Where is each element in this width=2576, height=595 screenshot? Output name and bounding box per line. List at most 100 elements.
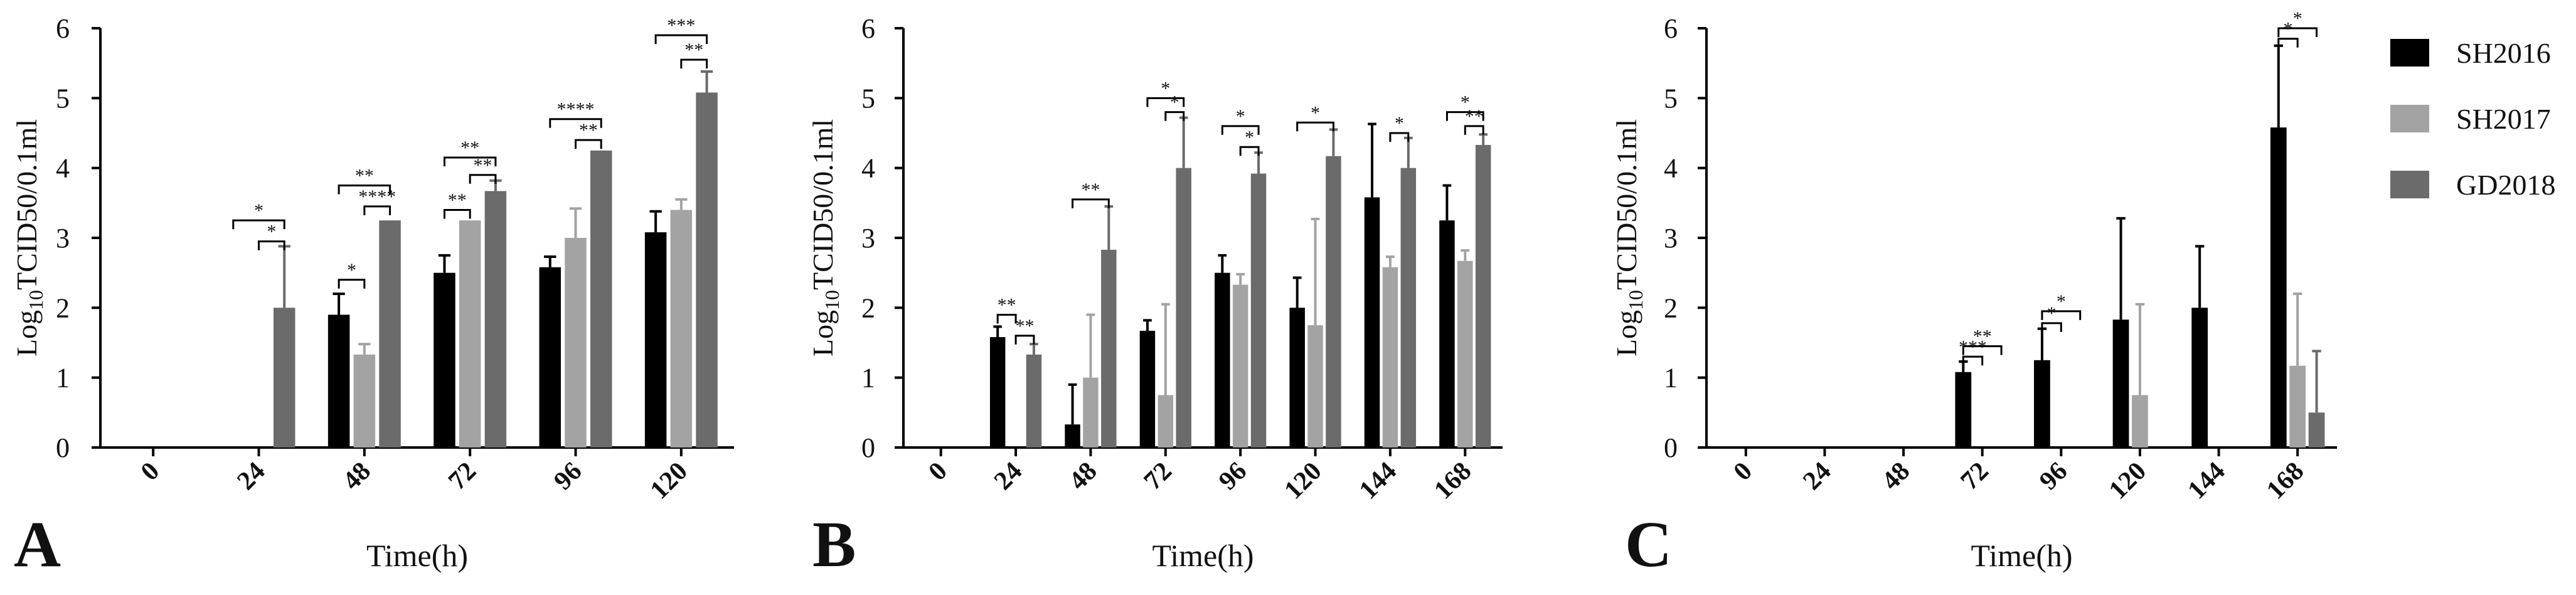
panel-c-significance-bracket bbox=[2277, 38, 2299, 48]
panel-c-x-axis-title: Time(h) bbox=[1971, 538, 2072, 573]
panel-b-significance-label: * bbox=[1245, 127, 1254, 147]
panel-c-ytick-label: 4 bbox=[1664, 153, 1678, 184]
panel-c-xtick-label: 0 bbox=[1728, 457, 1758, 486]
panel-b-bar-gd2018 bbox=[1250, 173, 1267, 448]
panel-c-significance-bracket bbox=[1962, 355, 1984, 366]
panel-c-y-axis-title-main: Log bbox=[1610, 310, 1642, 356]
panel-b-xtick-label: 24 bbox=[989, 457, 1028, 496]
panel-a-significance-label: * bbox=[254, 200, 263, 221]
panel-a-significance-bracket bbox=[338, 185, 391, 195]
panel-c-bar-sh2016 bbox=[2270, 127, 2287, 448]
panel-a-bar-sh2017 bbox=[459, 220, 481, 448]
legend-swatch-gd2018 bbox=[2390, 171, 2429, 198]
panel-b-bar-sh2017 bbox=[1232, 284, 1248, 448]
panel-b-ytick-label: 4 bbox=[861, 153, 875, 184]
panel-a-significance-label: **** bbox=[557, 99, 595, 120]
panel-b-bar-gd2018 bbox=[1101, 249, 1117, 448]
panel-b-bar-sh2017 bbox=[1307, 325, 1323, 448]
panel-b-xtick-label: 96 bbox=[1213, 457, 1252, 496]
panel-a-significance-label: * bbox=[347, 260, 356, 281]
panel-a-ytick-label: 6 bbox=[56, 13, 70, 44]
panel-b-bar-sh2017 bbox=[1083, 377, 1099, 448]
panel-b-xtick-label: 0 bbox=[923, 457, 952, 486]
legend-label-gd2018: GD2018 bbox=[2456, 169, 2555, 201]
panel-a-x-axis-title: Time(h) bbox=[366, 538, 468, 573]
panel-a-letter: A bbox=[14, 508, 61, 581]
panel-a-significance-bracket bbox=[363, 205, 391, 215]
panel-b-xtick-label: 168 bbox=[1429, 457, 1477, 505]
panel-a-significance-bracket bbox=[549, 118, 602, 128]
panel-a-ytick-label: 0 bbox=[56, 432, 70, 463]
panel-c-xtick-label: 72 bbox=[1956, 457, 1994, 496]
panel-b-bar-sh2016 bbox=[1065, 424, 1080, 448]
panel-a-xtick-label: 72 bbox=[443, 457, 482, 496]
panel-c-bar-sh2016 bbox=[2191, 308, 2208, 448]
panel-b-bar-sh2017 bbox=[1158, 395, 1174, 448]
panel-b-bar-sh2016 bbox=[989, 337, 1006, 448]
panel-a-significance-bracket bbox=[575, 139, 602, 149]
panel-c-xtick-label: 48 bbox=[1876, 457, 1915, 496]
legend-swatch-sh2017 bbox=[2390, 105, 2429, 132]
panel-b-ytick-label: 6 bbox=[861, 13, 875, 44]
panel-a-significance-label: ** bbox=[460, 137, 479, 158]
panel-b-xtick-label: 48 bbox=[1063, 457, 1102, 496]
panel-b-x-axis-title: Time(h) bbox=[1152, 538, 1253, 573]
panel-b-significance-label: * bbox=[1170, 92, 1179, 113]
panel-a-ytick-label: 1 bbox=[56, 363, 70, 394]
panel-c-bar-sh2016 bbox=[1955, 372, 1972, 448]
panel-a-bar-sh2016 bbox=[644, 232, 667, 448]
panel-a-bar-sh2017 bbox=[670, 210, 693, 448]
panel-b-significance-label: * bbox=[1161, 78, 1170, 99]
panel-a-significance-bracket bbox=[469, 174, 497, 184]
legend-swatch-sh2016 bbox=[2390, 39, 2429, 67]
panel-c-significance-label: * bbox=[2057, 291, 2066, 312]
panel-a-significance-label: ** bbox=[684, 40, 703, 60]
panel-b-significance-bracket bbox=[1296, 121, 1334, 132]
panel-b-significance-label: ** bbox=[1081, 180, 1100, 200]
panel-c-ytick-label: 5 bbox=[1664, 83, 1678, 114]
panel-a-significance-bracket bbox=[654, 34, 708, 45]
panel-a-significance-bracket bbox=[680, 58, 708, 69]
panel-c-significance-bracket bbox=[2041, 310, 2082, 320]
panel-a-xtick-label: 0 bbox=[136, 457, 165, 486]
panel-a-significance-label: ** bbox=[448, 190, 467, 210]
panel-b-letter: B bbox=[812, 508, 856, 581]
panel-b-significance-bracket bbox=[1164, 111, 1185, 121]
panel-b-significance-label: ** bbox=[1465, 106, 1484, 127]
panel-a-y-axis-title-rest: TCID50/0.1ml bbox=[11, 119, 43, 290]
panel-b-xtick-label: 72 bbox=[1139, 457, 1178, 496]
panel-b-significance-bracket bbox=[1239, 146, 1260, 156]
panel-a-bar-sh2016 bbox=[539, 267, 562, 448]
panel-c-xtick-label: 96 bbox=[2034, 457, 2073, 496]
panel-c-bar-sh2017 bbox=[2132, 395, 2148, 448]
panel-a-ytick-label: 4 bbox=[56, 153, 70, 184]
panel-b-ytick-label: 3 bbox=[861, 223, 875, 254]
panel-a-significance-label: * bbox=[267, 222, 276, 242]
panel-b-ytick-label: 5 bbox=[861, 83, 875, 114]
panel-b-significance-bracket bbox=[1146, 97, 1185, 107]
panel-a-significance-label: ** bbox=[474, 155, 492, 176]
panel-a-significance-label: *** bbox=[667, 15, 695, 36]
panel-a-bar-gd2018 bbox=[484, 191, 507, 448]
panel-b-bar-gd2018 bbox=[1176, 168, 1191, 448]
panel-a-bar-gd2018 bbox=[379, 220, 401, 448]
panel-c-significance-label: * bbox=[2047, 303, 2057, 324]
panel-b-y-axis-title: Log10TCID50/0.1ml bbox=[807, 119, 843, 356]
panel-a-xtick-label: 120 bbox=[645, 457, 693, 505]
panel-b-y-axis-title-sub: 10 bbox=[821, 290, 843, 310]
panel-a-y-axis-title: Log10TCID50/0.1ml bbox=[11, 119, 47, 356]
panel-c-letter: C bbox=[1625, 508, 1672, 581]
panel-a-significance-bracket bbox=[232, 219, 285, 230]
panel-c-ytick-label: 1 bbox=[1664, 363, 1678, 394]
panel-c-ytick-label: 3 bbox=[1664, 223, 1678, 254]
panel-b-ytick-label: 0 bbox=[861, 432, 875, 463]
panel-b-bar-sh2016 bbox=[1215, 272, 1230, 448]
panel-b-y-axis-title-main: Log bbox=[807, 310, 839, 356]
panel-b-bar-sh2016 bbox=[1289, 308, 1305, 448]
panel-a-bar-gd2018 bbox=[590, 150, 612, 448]
panel-c-ytick-label: 2 bbox=[1664, 292, 1678, 323]
panel-b-significance-bracket bbox=[1014, 335, 1035, 345]
